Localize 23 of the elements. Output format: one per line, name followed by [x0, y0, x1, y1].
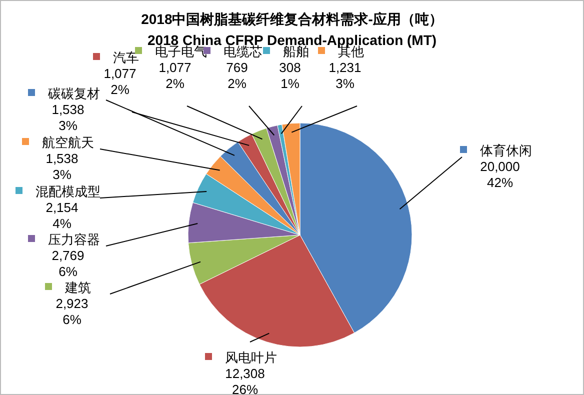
legend-label: 电子电气 — [155, 44, 207, 59]
legend-label: 电缆芯 — [224, 44, 262, 59]
legend-label: 体育休闲 — [480, 143, 532, 158]
data-label: 1,077 2% — [104, 66, 136, 97]
legend-label: 风电叶片 — [225, 350, 277, 365]
chart-title: 2018中国树脂基碳纤维复合材料需求-应用（吨） — [141, 11, 443, 27]
data-label: 2,154 4% — [46, 200, 78, 231]
legend-label: 混配模成型 — [36, 184, 100, 199]
legend-label: 碳碳复材 — [47, 86, 100, 101]
data-label: 2,923 6% — [56, 296, 88, 327]
data-label: 12,308 26% — [225, 366, 265, 395]
data-label: 1,077 2% — [158, 60, 192, 91]
data-label: 1,538 3% — [46, 151, 78, 182]
data-label: 20,000 42% — [480, 159, 520, 190]
data-label: 769 2% — [226, 60, 248, 91]
legend-label: 船舶 — [283, 44, 309, 59]
legend-label: 压力容器 — [48, 232, 100, 247]
data-label: 2,769 6% — [52, 248, 84, 279]
data-label: 308 1% — [279, 60, 301, 91]
data-label: 1,231 3% — [328, 60, 362, 91]
legend-label: 航空航天 — [42, 135, 94, 150]
legend-label: 建筑 — [64, 280, 91, 295]
data-label: 1,538 3% — [52, 102, 84, 133]
